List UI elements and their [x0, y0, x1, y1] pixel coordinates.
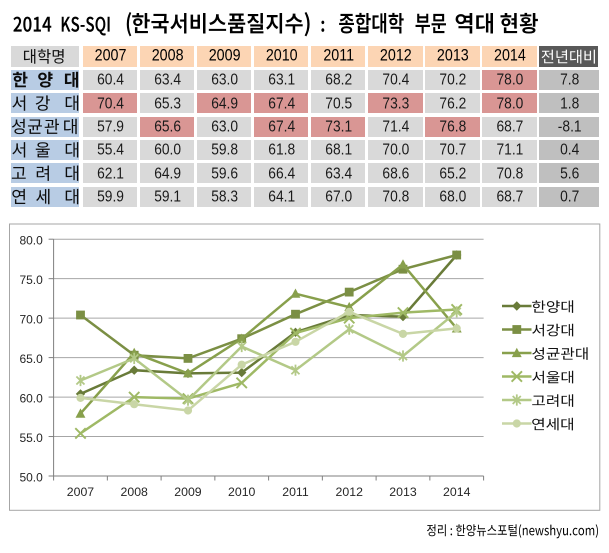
svg-text:80.0: 80.0 [19, 234, 43, 248]
svg-text:2008: 2008 [121, 485, 149, 499]
svg-text:55.0: 55.0 [19, 431, 43, 445]
svg-text:2014: 2014 [443, 485, 471, 499]
svg-text:2011: 2011 [282, 485, 309, 499]
svg-text:2010: 2010 [228, 485, 256, 499]
svg-text:75.0: 75.0 [19, 273, 43, 287]
svg-text:65.0: 65.0 [19, 352, 43, 366]
svg-text:2013: 2013 [389, 485, 417, 499]
svg-text:2007: 2007 [67, 485, 95, 499]
svg-text:50.0: 50.0 [19, 470, 43, 484]
svg-text:2012: 2012 [336, 485, 364, 499]
svg-text:60.0: 60.0 [19, 391, 43, 405]
svg-text:2009: 2009 [174, 485, 202, 499]
svg-text:70.0: 70.0 [19, 312, 43, 326]
